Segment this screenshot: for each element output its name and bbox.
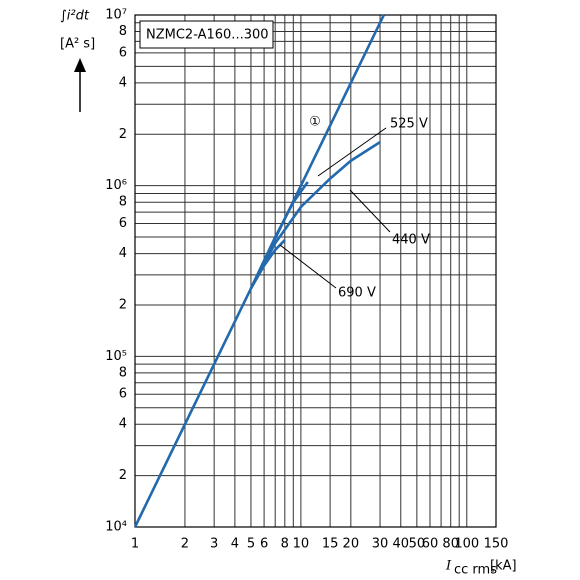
y-tick-label: 8: [119, 195, 127, 210]
x-tick-label: 1: [131, 537, 139, 552]
y-tick-label: 6: [119, 387, 127, 402]
curve-label-690: 690 V: [338, 286, 376, 301]
series-line: [249, 181, 309, 289]
x-tick-label: 5: [247, 537, 255, 552]
x-label-unit: [kA]: [490, 559, 517, 574]
y-tick-label: 10⁵: [105, 349, 127, 364]
x-label-subscript: cc rms: [454, 563, 497, 578]
x-tick-label: 8: [281, 537, 289, 552]
x-tick-label: 20: [343, 537, 360, 552]
x-tick-label: 3: [210, 537, 218, 552]
x-tick-label: 10: [293, 537, 310, 552]
x-tick-label: 150: [484, 537, 509, 552]
y-tick-label: 10⁶: [105, 178, 127, 193]
chart-title: NZMC2-A160...300: [146, 28, 269, 43]
series-line: [249, 141, 381, 290]
y-tick-label: 8: [119, 365, 127, 380]
plot-frame: [134, 14, 497, 528]
x-tick-label: 30: [372, 537, 389, 552]
y-label: ∫i²dt: [60, 9, 90, 24]
y-tick-label: 6: [119, 45, 127, 60]
y-tick-label: 8: [119, 24, 127, 39]
x-tick-label: 60: [422, 537, 439, 552]
leader-690: [279, 244, 337, 289]
leader-525: [317, 127, 387, 177]
x-label-symbol: I: [445, 559, 452, 574]
y-tick-label: 2: [119, 468, 127, 483]
x-tick-label: 15: [322, 537, 339, 552]
y-tick-label: 2: [119, 127, 127, 142]
x-tick-label: 100: [454, 537, 479, 552]
y-tick-label: 10⁷: [105, 8, 127, 23]
y-tick-label: 2: [119, 297, 127, 312]
y-tick-label: 10⁴: [105, 520, 127, 535]
y-tick-label: 4: [119, 246, 127, 261]
x-tick-label: 6: [260, 537, 268, 552]
x-tick-label: 4: [231, 537, 239, 552]
series-line: [249, 239, 286, 290]
y-arrow-head: [74, 58, 86, 72]
y-tick-label: 4: [119, 75, 127, 90]
y-unit: [A² s]: [60, 37, 95, 52]
y-tick-label: 4: [119, 417, 127, 432]
x-tick-label: 80: [442, 537, 459, 552]
y-tick-label: 6: [119, 216, 127, 231]
curve-label-525: 525 V: [390, 117, 428, 132]
x-tick-label: 40: [392, 537, 409, 552]
x-tick-label: 2: [181, 537, 189, 552]
curve-label-440: 440 V: [392, 233, 430, 248]
x-tick-label: 50: [409, 537, 426, 552]
curve-label-1: ①: [309, 115, 321, 130]
leader-440: [349, 189, 391, 233]
title-box: [139, 20, 274, 49]
marks: [133, 14, 385, 528]
